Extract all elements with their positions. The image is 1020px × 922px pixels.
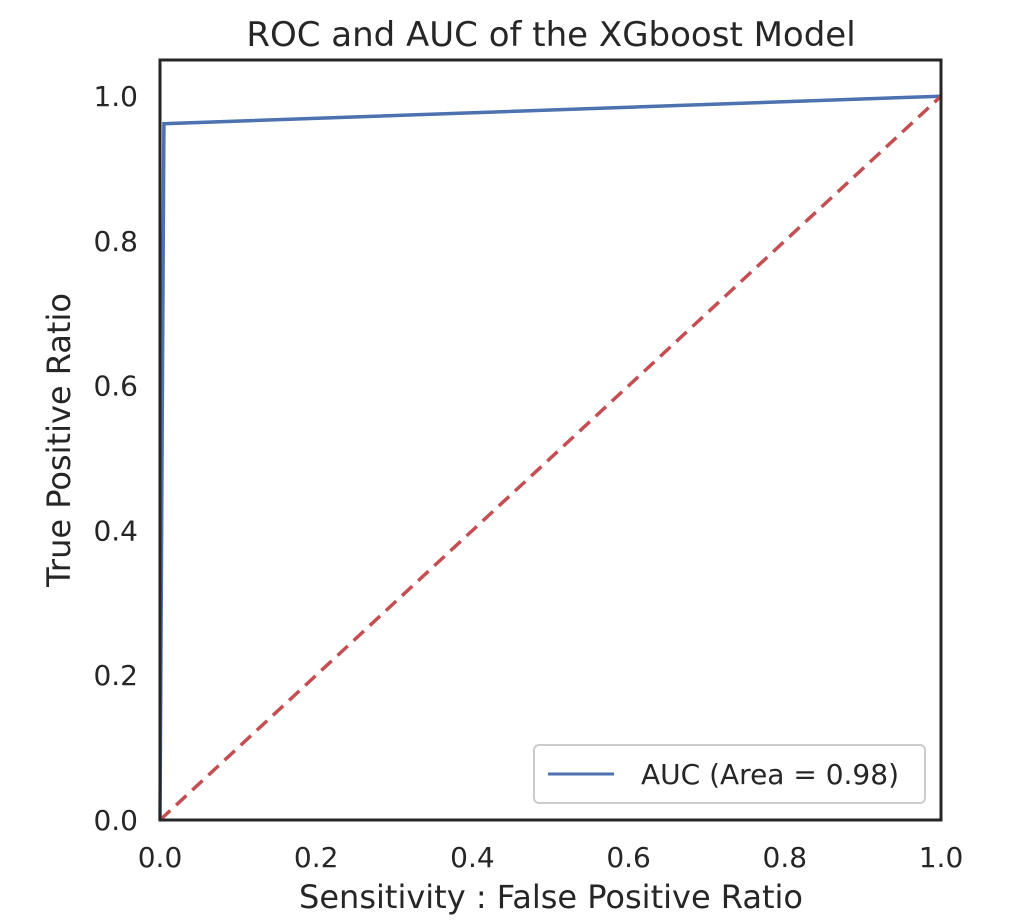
x-tick-label: 0.6 [606,841,651,874]
y-tick-label: 0.0 [93,804,138,837]
plot-frame [158,58,943,822]
y-tick-label: 0.2 [93,659,138,692]
y-axis-ticks: 0.0 0.2 0.4 0.6 0.8 1.0 [93,80,138,837]
x-axis-label: Sensitivity : False Positive Ratio [299,878,803,916]
chart-title: ROC and AUC of the XGboost Model [246,15,855,55]
legend: AUC (Area = 0.98) [533,744,926,804]
x-tick-label: 1.0 [919,841,964,874]
x-tick-label: 0.2 [294,841,339,874]
y-tick-label: 0.4 [93,514,138,547]
y-tick-label: 1.0 [93,80,138,113]
legend-entry-label: AUC (Area = 0.98) [641,758,899,791]
x-axis-ticks: 0.0 0.2 0.4 0.6 0.8 1.0 [138,841,964,874]
chance-diagonal-line [158,94,943,822]
y-tick-label: 0.8 [93,225,138,258]
x-tick-label: 0.0 [138,841,183,874]
plot-area [158,94,943,822]
x-tick-label: 0.8 [763,841,808,874]
legend-box [533,744,926,804]
y-axis-label: True Positive Ratio [40,293,78,588]
x-tick-label: 0.4 [450,841,495,874]
y-tick-label: 0.6 [93,370,138,403]
